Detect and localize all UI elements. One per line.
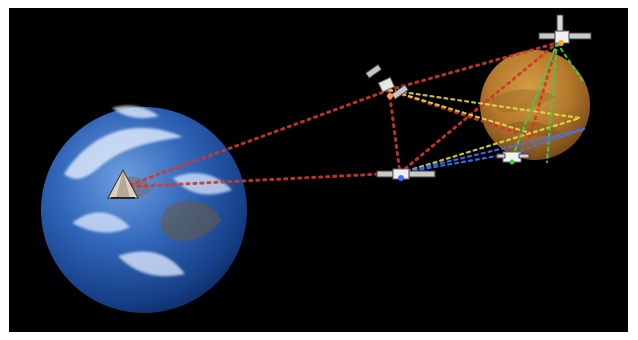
communication-links — [122, 41, 586, 189]
satellite-icon — [365, 63, 409, 100]
space-scene — [9, 8, 628, 332]
scene-svg — [41, 14, 592, 313]
red-links — [122, 41, 559, 189]
earth-icon — [41, 105, 247, 313]
satellite-icon — [376, 168, 436, 181]
ground-station-icon — [107, 168, 139, 199]
lander-icon — [496, 151, 530, 165]
satellite-icon — [538, 14, 592, 46]
blue-links — [398, 127, 586, 175]
